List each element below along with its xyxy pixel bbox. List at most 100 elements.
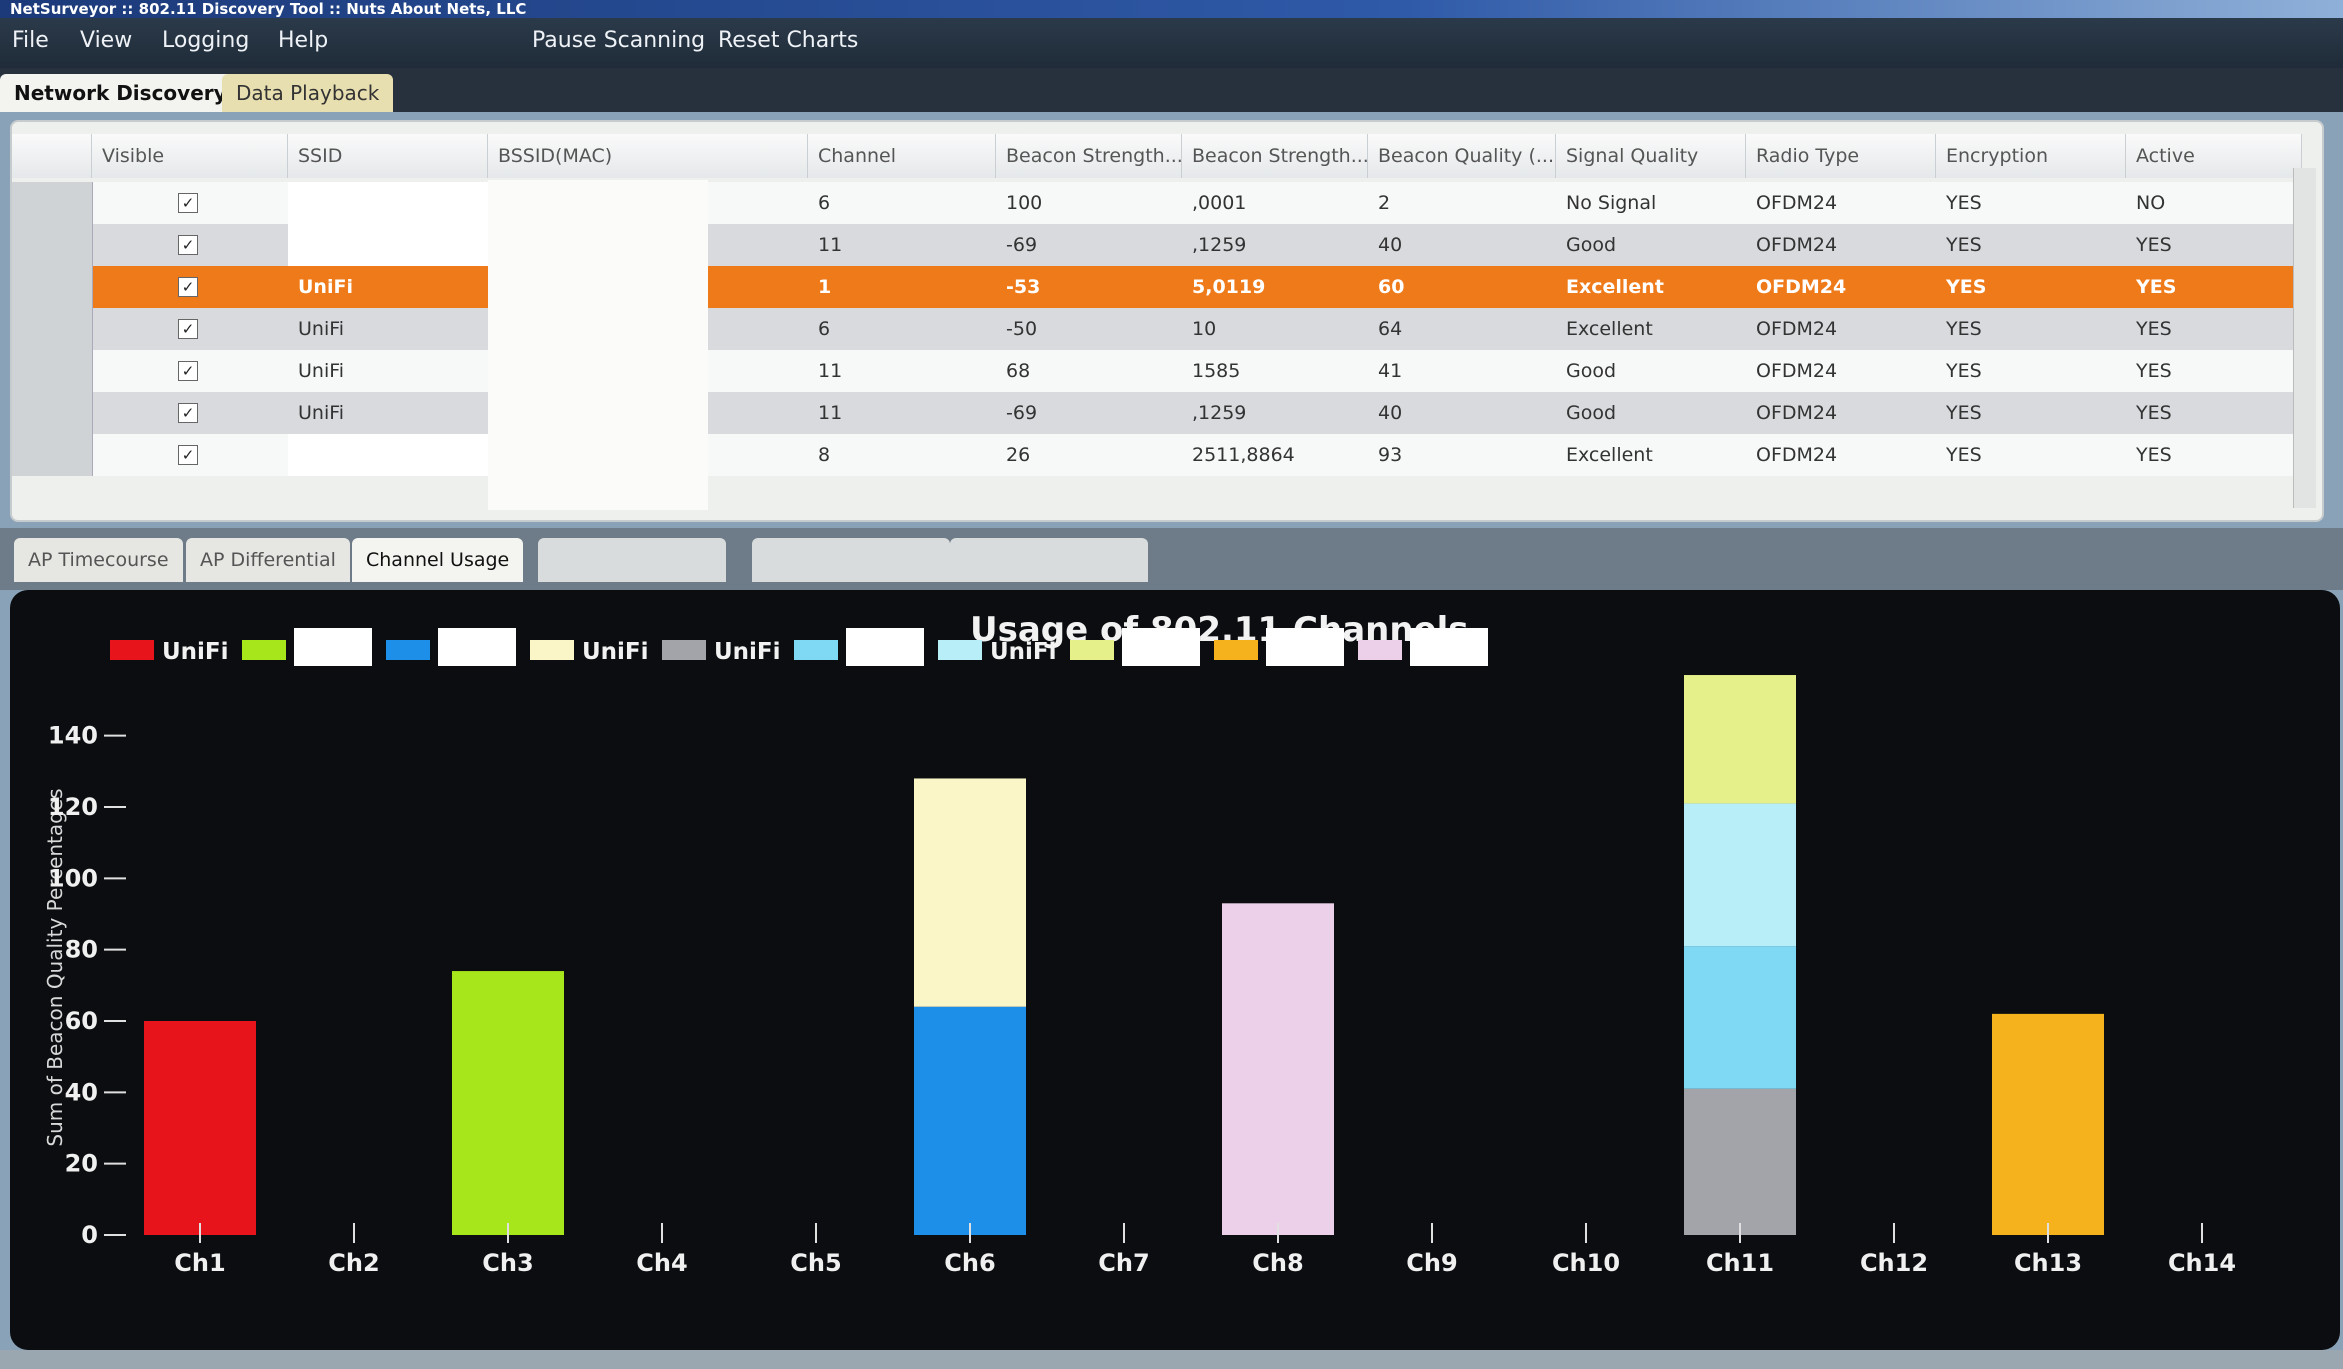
- cell-ssid: [288, 224, 488, 266]
- menu-file[interactable]: File: [12, 28, 49, 53]
- bar-segment: [1222, 903, 1334, 1235]
- main-tab-strip: Network Discovery Data Playback: [0, 68, 2343, 112]
- column-header-active[interactable]: Active: [2126, 134, 2302, 178]
- grid-vertical-scrollbar[interactable]: [2293, 168, 2316, 508]
- column-header-signal-quality[interactable]: Signal Quality: [1556, 134, 1746, 178]
- tab-hidden-1[interactable]: [538, 538, 726, 582]
- column-header-ssid[interactable]: SSID: [288, 134, 488, 178]
- cell-encryption: YES: [1946, 192, 1982, 214]
- legend-label: UniFi: [582, 639, 649, 665]
- tab-ap-timecourse[interactable]: AP Timecourse: [14, 538, 183, 582]
- x-tick-label: Ch13: [2014, 1249, 2082, 1277]
- column-header-encryption[interactable]: Encryption: [1936, 134, 2126, 178]
- cell-beacon-strength-mw: ,0001: [1192, 192, 1247, 214]
- visible-checkbox[interactable]: ✓: [178, 193, 198, 213]
- y-tick-label: 100: [48, 864, 98, 892]
- network-grid: Visible SSID BSSID(MAC) Channel Beacon S…: [10, 120, 2324, 522]
- cell-active: YES: [2136, 318, 2172, 340]
- cell-ssid: UniFi: [298, 402, 345, 424]
- row-header[interactable]: [12, 182, 93, 224]
- menu-help[interactable]: Help: [278, 28, 329, 53]
- table-row[interactable]: ✓ UniFi 11 -69 ,1259 40 Good OFDM24 YES YES: [12, 392, 2302, 434]
- column-header-visible[interactable]: Visible: [92, 134, 288, 178]
- column-header-beacon-strength-dbm[interactable]: Beacon Strength...: [996, 134, 1182, 178]
- tab-hidden-2[interactable]: [752, 538, 950, 582]
- table-row[interactable]: ✓ UniFi 11 68 1585 41 Good OFDM24 YES YES: [12, 350, 2302, 392]
- cell-beacon-strength-dbm: -53: [1006, 276, 1041, 298]
- y-tick-label: 120: [48, 793, 98, 821]
- cell-beacon-strength-mw: 10: [1192, 318, 1217, 340]
- bar-segment: [914, 778, 1026, 1007]
- cell-active: YES: [2136, 234, 2172, 256]
- tab-channel-usage[interactable]: Channel Usage: [352, 538, 524, 582]
- column-header-beacon-strength-mw[interactable]: Beacon Strength...: [1182, 134, 1368, 178]
- legend-redaction: [1266, 628, 1344, 666]
- table-row[interactable]: ✓ 8 26 2511,8864 93 Excellent OFDM24 YES YES: [12, 434, 2302, 476]
- cell-active: NO: [2136, 192, 2166, 214]
- visible-checkbox[interactable]: ✓: [178, 235, 198, 255]
- row-header[interactable]: [12, 434, 93, 476]
- row-header[interactable]: [12, 392, 93, 434]
- cell-signal-quality: No Signal: [1566, 192, 1657, 214]
- bar-segment: [1684, 1088, 1796, 1235]
- x-tick-label: Ch3: [482, 1249, 533, 1277]
- cell-beacon-strength-dbm: 26: [1006, 444, 1031, 466]
- cell-beacon-strength-mw: ,1259: [1192, 402, 1247, 424]
- cell-beacon-strength-dbm: -69: [1006, 402, 1038, 424]
- cell-signal-quality: Excellent: [1566, 444, 1653, 466]
- visible-checkbox[interactable]: ✓: [178, 403, 198, 423]
- reset-charts-button[interactable]: Reset Charts: [718, 28, 859, 53]
- column-header-beacon-quality[interactable]: Beacon Quality (...: [1368, 134, 1556, 178]
- cell-beacon-strength-mw: 2511,8864: [1192, 444, 1295, 466]
- menu-logging[interactable]: Logging: [162, 28, 250, 53]
- visible-checkbox[interactable]: ✓: [178, 277, 198, 297]
- x-tick-label: Ch14: [2168, 1249, 2236, 1277]
- cell-signal-quality: Excellent: [1566, 318, 1653, 340]
- chart-tab-strip: AP Timecourse AP Differential Channel Us…: [0, 528, 2343, 590]
- table-row[interactable]: ✓ 11 -69 ,1259 40 Good OFDM24 YES YES: [12, 224, 2302, 266]
- tab-hidden-3[interactable]: [950, 538, 1148, 582]
- tab-network-discovery[interactable]: Network Discovery: [0, 74, 241, 112]
- cell-ssid: UniFi: [298, 360, 345, 382]
- column-header-bssid[interactable]: BSSID(MAC): [488, 134, 808, 178]
- cell-active: YES: [2136, 276, 2177, 298]
- menu-view[interactable]: View: [80, 28, 133, 53]
- legend-swatch: [530, 640, 574, 660]
- cell-beacon-quality: 60: [1378, 276, 1405, 298]
- tab-ap-differential[interactable]: AP Differential: [186, 538, 350, 582]
- tab-data-playback[interactable]: Data Playback: [222, 74, 394, 112]
- cell-beacon-strength-dbm: 100: [1006, 192, 1043, 214]
- cell-radio-type: OFDM24: [1756, 234, 1838, 256]
- visible-checkbox[interactable]: ✓: [178, 319, 198, 339]
- row-header[interactable]: [12, 350, 93, 392]
- x-tick-label: Ch7: [1098, 1249, 1149, 1277]
- cell-beacon-quality: 93: [1378, 444, 1403, 466]
- y-tick-label: 140: [48, 722, 98, 750]
- bssid-redaction: [488, 180, 708, 510]
- pause-scanning-button[interactable]: Pause Scanning: [532, 28, 706, 53]
- visible-checkbox[interactable]: ✓: [178, 445, 198, 465]
- x-tick-label: Ch12: [1860, 1249, 1928, 1277]
- status-strip: [0, 1350, 2343, 1369]
- bar-segment: [1684, 803, 1796, 947]
- legend-swatch: [242, 640, 286, 660]
- row-header[interactable]: [12, 266, 93, 308]
- row-header[interactable]: [12, 308, 93, 350]
- visible-checkbox[interactable]: ✓: [178, 361, 198, 381]
- table-row[interactable]: ✓ UniFi 6 -50 10 64 Excellent OFDM24 YES YES: [12, 308, 2302, 350]
- cell-encryption: YES: [1946, 234, 1982, 256]
- cell-encryption: YES: [1946, 318, 1982, 340]
- legend-swatch: [110, 640, 154, 660]
- cell-encryption: YES: [1946, 402, 1982, 424]
- column-header-channel[interactable]: Channel: [808, 134, 996, 178]
- x-tick-label: Ch8: [1252, 1249, 1303, 1277]
- table-row[interactable]: ✓ 6 100 ,0001 2 No Signal OFDM24 YES NO: [12, 182, 2302, 224]
- cell-beacon-quality: 40: [1378, 402, 1403, 424]
- row-header[interactable]: [12, 224, 93, 266]
- table-row[interactable]: ✓ UniFi 1 -53 5,0119 60 Excellent OFDM24 YES YES: [12, 266, 2302, 308]
- column-header-radio-type[interactable]: Radio Type: [1746, 134, 1936, 178]
- x-tick-label: Ch11: [1706, 1249, 1774, 1277]
- y-axis-label: Sum of Beacon Quality Percentages: [43, 788, 67, 1146]
- header-corner: [12, 134, 92, 178]
- legend-redaction: [438, 628, 516, 666]
